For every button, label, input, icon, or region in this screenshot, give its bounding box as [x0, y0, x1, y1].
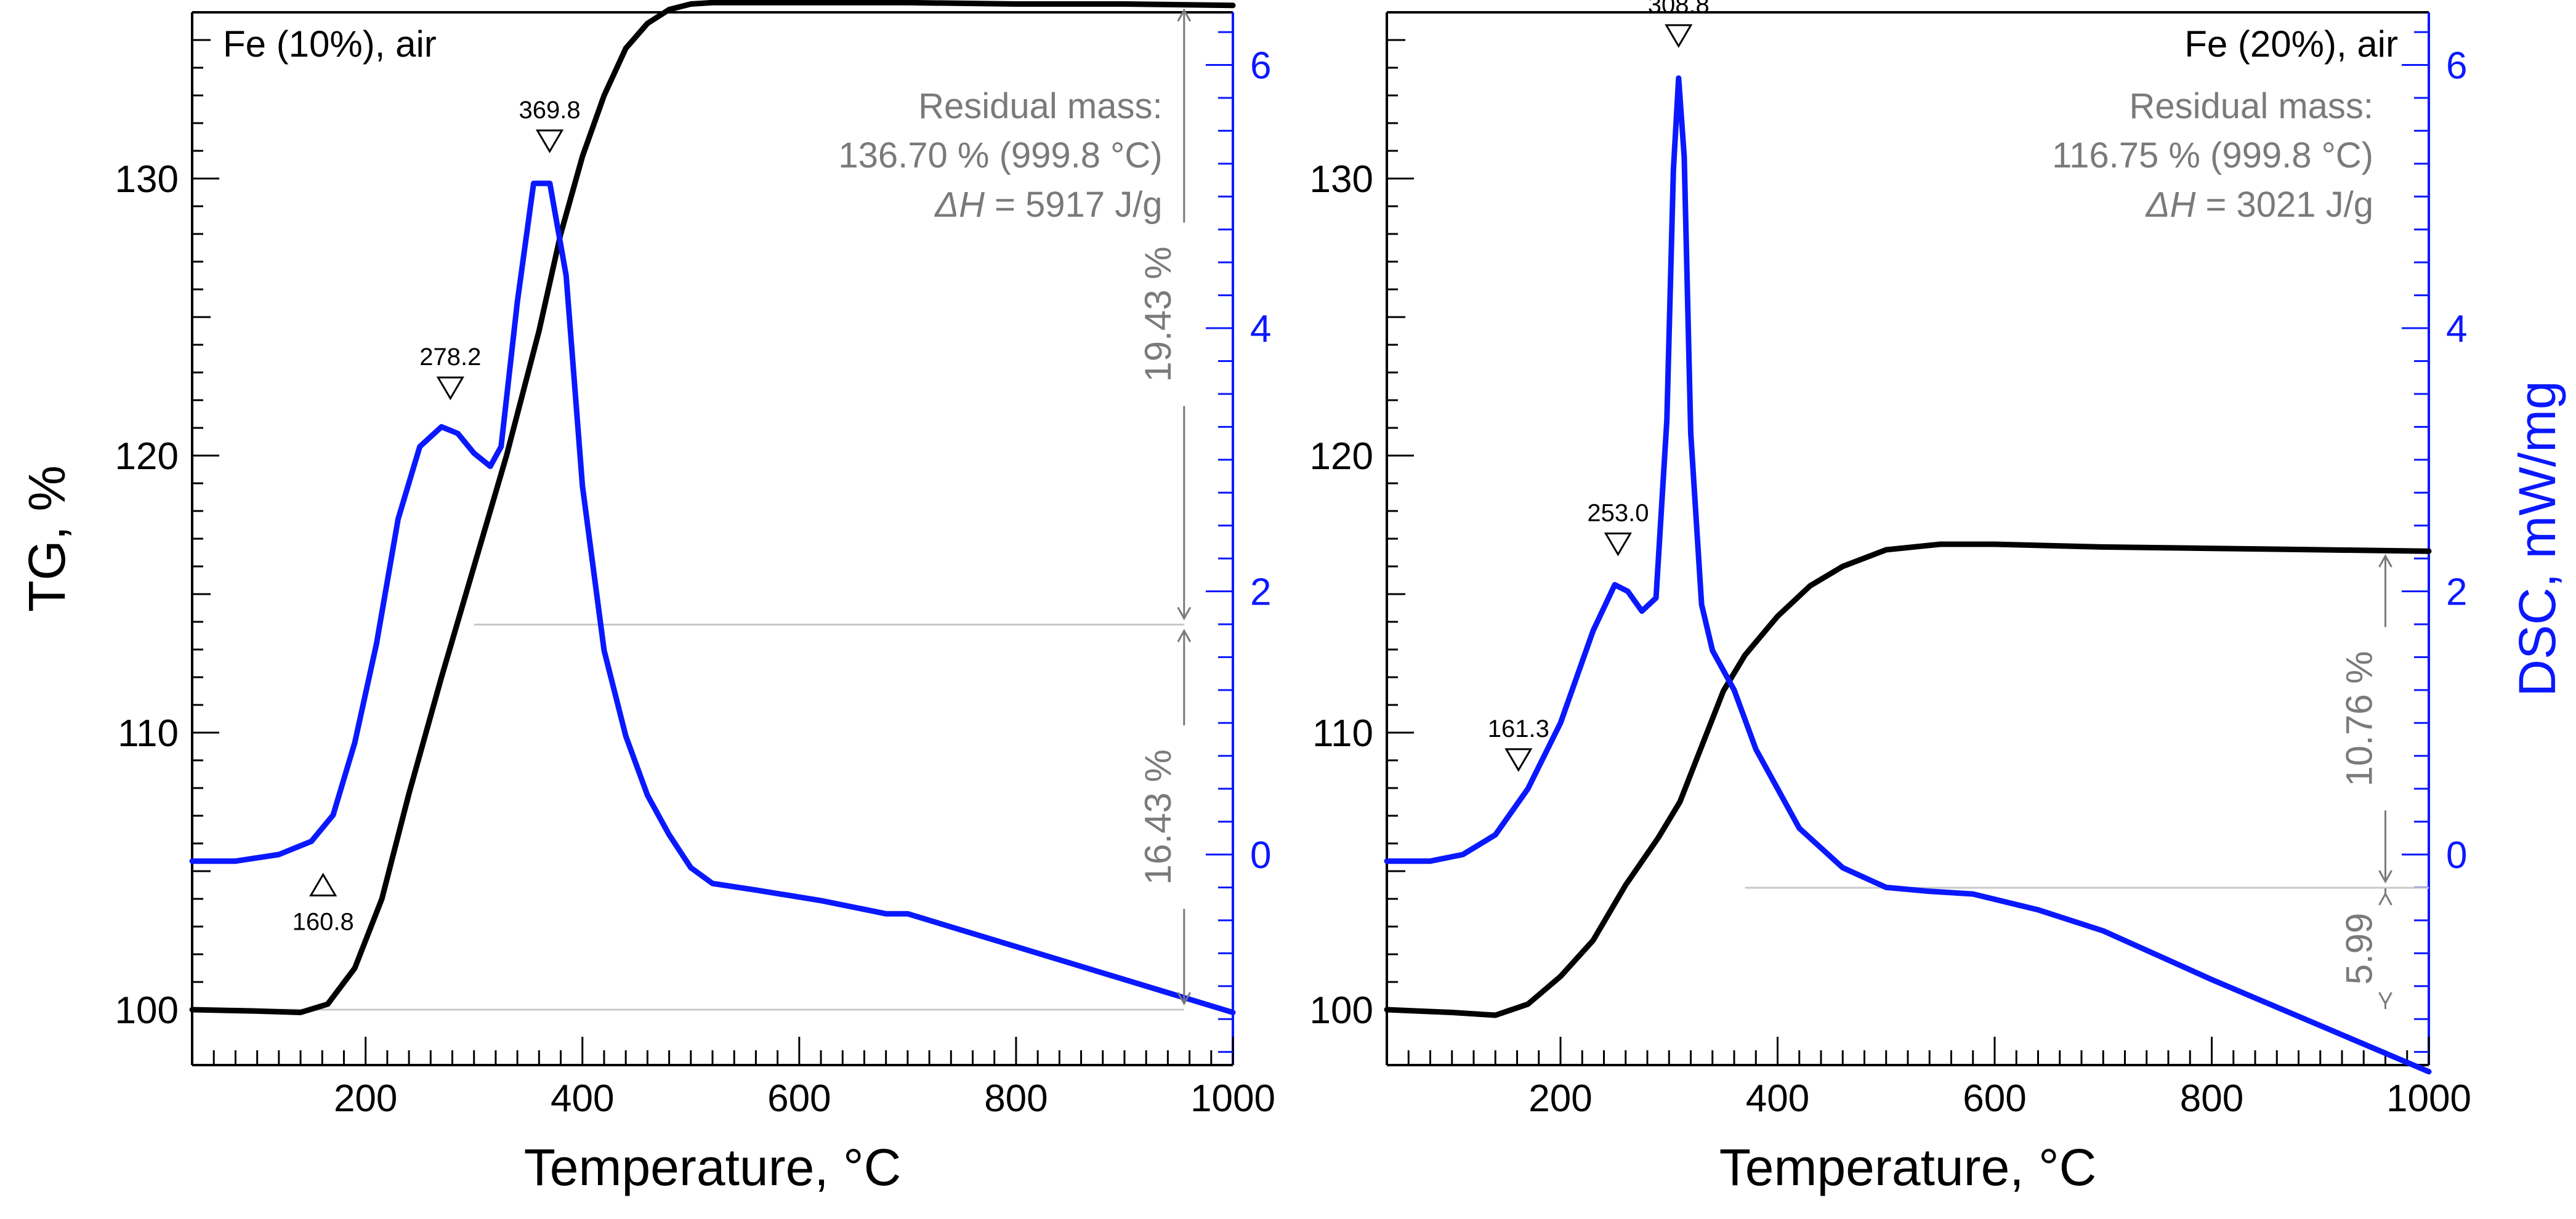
- peak-marker: 369.8: [519, 97, 581, 153]
- peak-label: 369.8: [519, 97, 581, 124]
- peak-label: 253.0: [1587, 499, 1649, 526]
- x-axis-title: Temperature, °C: [1719, 1138, 2097, 1196]
- x-tick-label: 800: [984, 1077, 1048, 1120]
- arrow-up-icon: [1177, 629, 1192, 643]
- tg-curve: [1384, 541, 2432, 1018]
- down-triangle-icon: [1604, 532, 1633, 557]
- mass-step-annotation: 19.43 %: [1137, 8, 1192, 621]
- y-right-tick-label: 0: [1250, 834, 1271, 877]
- y-axis-left-title: TG, %: [18, 465, 76, 612]
- peak-marker: 308.8: [1648, 0, 1710, 48]
- y-right-tick-label: 4: [1250, 308, 1271, 350]
- panel-label: Fe (20%), air: [2184, 23, 2398, 65]
- peak-label: 308.8: [1648, 0, 1710, 18]
- annotation-line: 136.70 % (999.8 °C): [838, 135, 1162, 175]
- enthalpy-symbol: ΔH: [2145, 185, 2196, 225]
- x-tick-label: 600: [767, 1077, 831, 1120]
- annotation-line: Residual mass:: [2130, 86, 2373, 126]
- x-tick-label: 600: [1963, 1077, 2026, 1120]
- mass-step-label: 5.99: [2339, 913, 2380, 985]
- enthalpy-value: 5917 J/g: [1025, 185, 1163, 225]
- y-right-tick-label: 6: [1250, 45, 1271, 87]
- residual-mass-annotation: Residual mass: 136.70 % (999.8 °C) ΔH = 59…: [838, 86, 1162, 225]
- down-triangle-icon: [436, 376, 464, 401]
- y-right-tick-label: 4: [2446, 308, 2467, 350]
- enthalpy-line: ΔH = 3021 J/g: [2145, 185, 2373, 225]
- x-tick-label: 1000: [2386, 1077, 2471, 1120]
- arrow-up-icon: [2378, 891, 2392, 906]
- y-left-tick-label: 110: [118, 712, 179, 755]
- peak-label: 160.8: [293, 909, 354, 936]
- residual-mass-annotation: Residual mass: 116.75 % (999.8 °C) ΔH = 30…: [2052, 86, 2373, 225]
- x-tick-label: 800: [2180, 1077, 2243, 1120]
- panel-label: Fe (10%), air: [223, 23, 437, 65]
- mass-step-label: 10.76 %: [2339, 651, 2380, 786]
- enthalpy-line: ΔH = 5917 J/g: [934, 185, 1162, 225]
- annotation-line: 116.75 % (999.8 °C): [2052, 135, 2373, 175]
- panel-1: 200 400 600 800 1000 100 110 120 130 0 2 4 6 Temperat…: [18, 0, 1275, 1196]
- down-triangle-icon: [1665, 24, 1693, 48]
- y-right-tick-label: 6: [2446, 45, 2467, 87]
- arrow-down-icon: [1177, 992, 1192, 1006]
- panel-2: 200 400 600 800 1000 100 110 120 130 0 2 4 6 Temperat…: [1310, 0, 2566, 1196]
- mass-step-label: 16.43 %: [1137, 749, 1179, 885]
- enthalpy-value: 3021 J/g: [2236, 185, 2373, 225]
- y-right-tick-label: 2: [2446, 571, 2467, 614]
- peak-marker: 253.0: [1587, 499, 1649, 557]
- enthalpy-equals: =: [2195, 185, 2236, 225]
- arrow-down-icon: [1177, 606, 1192, 621]
- peak-label: 161.3: [1488, 715, 1549, 742]
- mass-step-annotation: 16.43 %: [1137, 629, 1192, 1006]
- y-left-tick-label: 100: [115, 989, 179, 1032]
- mass-step-annotation: 5.99: [2339, 888, 2392, 1009]
- y-left-tick-label: 110: [1312, 712, 1373, 755]
- peak-marker: 160.8: [293, 872, 354, 936]
- x-tick-label: 1000: [1190, 1077, 1275, 1120]
- x-tick-label: 200: [1528, 1077, 1592, 1120]
- peak-marker: 278.2: [419, 344, 481, 401]
- mass-step-annotation: 10.76 %: [2339, 553, 2392, 884]
- y-right-tick-label: 2: [1250, 571, 1271, 614]
- mass-step-label: 19.43 %: [1137, 246, 1179, 382]
- y-axis-right-title: DSC, mW/mg: [2508, 380, 2566, 696]
- x-axis-title: Temperature, °C: [524, 1138, 902, 1196]
- arrow-up-icon: [1177, 8, 1192, 22]
- y-right-tick-label: 0: [2446, 834, 2467, 877]
- y-left-tick-label: 130: [115, 158, 179, 201]
- tg-curve: [189, 0, 1236, 1015]
- arrow-down-icon: [2378, 870, 2392, 884]
- x-tick-label: 200: [334, 1077, 397, 1120]
- peak-label: 278.2: [419, 344, 481, 371]
- up-triangle-icon: [309, 872, 337, 897]
- x-tick-label: 400: [551, 1077, 614, 1120]
- dsc-curve: [189, 180, 1236, 1015]
- y-left-tick-label: 130: [1310, 158, 1373, 201]
- enthalpy-equals: =: [985, 185, 1025, 225]
- y-left-tick-label: 120: [115, 435, 179, 478]
- y-left-tick-label: 100: [1310, 989, 1373, 1032]
- arrow-down-icon: [2378, 992, 2392, 1006]
- down-triangle-icon: [535, 129, 564, 153]
- x-tick-label: 400: [1746, 1077, 1809, 1120]
- dsc-curve: [1384, 75, 2432, 1075]
- enthalpy-symbol: ΔH: [934, 185, 985, 225]
- down-triangle-icon: [1504, 748, 1533, 772]
- arrow-up-icon: [2378, 553, 2392, 568]
- peak-marker: 161.3: [1488, 715, 1549, 772]
- annotation-line: Residual mass:: [918, 86, 1162, 126]
- y-left-tick-label: 120: [1310, 435, 1373, 478]
